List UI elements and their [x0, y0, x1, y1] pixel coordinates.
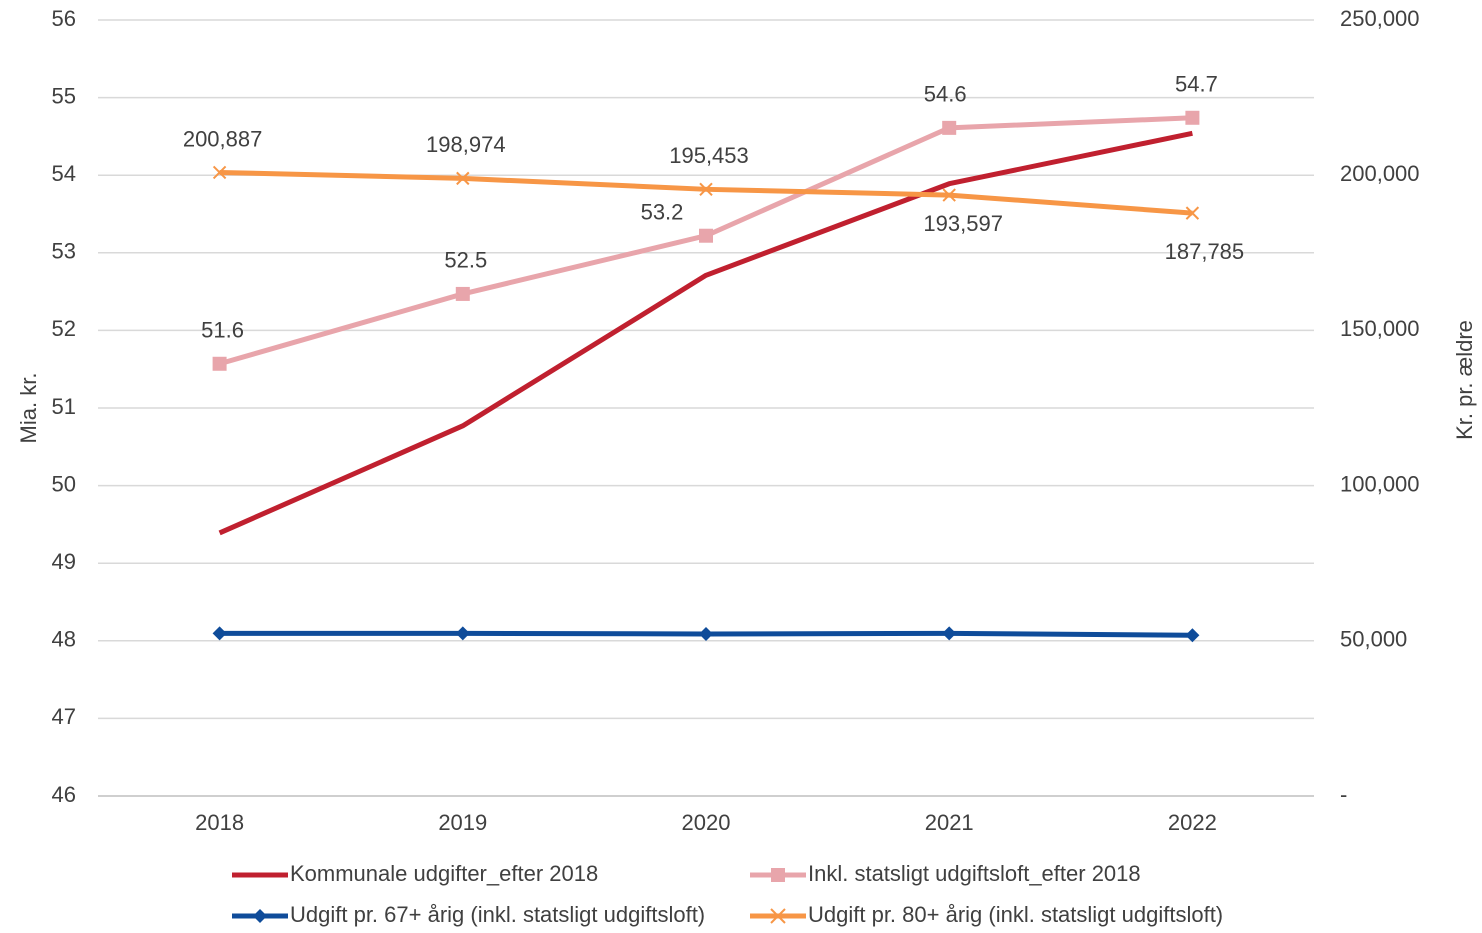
legend-label: Kommunale udgifter_efter 2018 — [290, 861, 598, 886]
marker — [699, 228, 713, 243]
marker — [212, 626, 227, 641]
marker — [456, 171, 470, 186]
marker — [1185, 110, 1200, 125]
y-tick-label: 49 — [52, 549, 76, 574]
marker — [1185, 628, 1200, 643]
data-label: 198,974 — [426, 132, 506, 157]
marker — [942, 188, 956, 202]
y-tick-label: 55 — [52, 83, 76, 108]
marker — [699, 626, 713, 641]
y-tick-label: 48 — [52, 627, 76, 652]
marker — [212, 356, 227, 371]
data-label: 200,887 — [183, 126, 263, 151]
legend-label: Udgift pr. 80+ årig (inkl. statsligt udg… — [808, 902, 1223, 927]
data-label: 187,785 — [1165, 239, 1245, 264]
y2-tick-label: 100,000 — [1340, 471, 1420, 496]
y-tick-label: 52 — [52, 316, 76, 341]
y-tick-label: 56 — [52, 6, 76, 31]
x-tick-label: 2020 — [682, 810, 731, 835]
marker — [455, 626, 470, 641]
x-tick-label: 2019 — [438, 810, 487, 835]
series-line — [218, 130, 1193, 536]
legend-label: Udgift pr. 67+ årig (inkl. statsligt udg… — [290, 902, 705, 927]
data-label: 52.5 — [444, 248, 487, 273]
y-axis-label: Mia. kr. — [16, 373, 41, 444]
y2-tick-label: 150,000 — [1340, 316, 1420, 341]
y2-tick-label: - — [1340, 782, 1347, 807]
marker — [212, 165, 227, 180]
marker — [1185, 206, 1200, 220]
data-label: 54.6 — [924, 82, 967, 107]
series-line — [219, 169, 1193, 216]
y-tick-label: 54 — [52, 161, 76, 186]
y-tick-label: 53 — [52, 239, 76, 264]
legend-label: Inkl. statsligt udgiftsloft_efter 2018 — [808, 861, 1141, 886]
y-tick-label: 47 — [52, 704, 76, 729]
y2-tick-label: 200,000 — [1340, 161, 1420, 186]
y2-tick-label: 50,000 — [1340, 627, 1407, 652]
x-tick-label: 2021 — [925, 810, 974, 835]
marker — [253, 909, 267, 923]
y-tick-label: 51 — [52, 394, 76, 419]
data-label: 54.7 — [1175, 72, 1218, 97]
data-label: 195,453 — [669, 143, 749, 168]
marker — [942, 626, 957, 641]
y2-axis-label: Kr. pr. ældre — [1452, 320, 1477, 440]
y2-tick-label: 250,000 — [1340, 6, 1420, 31]
marker — [699, 182, 713, 197]
y-tick-label: 50 — [52, 471, 76, 496]
y-tick-label: 46 — [52, 782, 76, 807]
marker — [771, 868, 785, 882]
data-label: 51.6 — [201, 318, 244, 343]
data-label: 53.2 — [641, 200, 684, 225]
marker — [455, 286, 470, 301]
marker — [770, 908, 786, 924]
x-tick-label: 2022 — [1168, 810, 1217, 835]
x-tick-label: 2018 — [195, 810, 244, 835]
data-label: 193,597 — [923, 211, 1003, 236]
marker — [942, 120, 957, 135]
